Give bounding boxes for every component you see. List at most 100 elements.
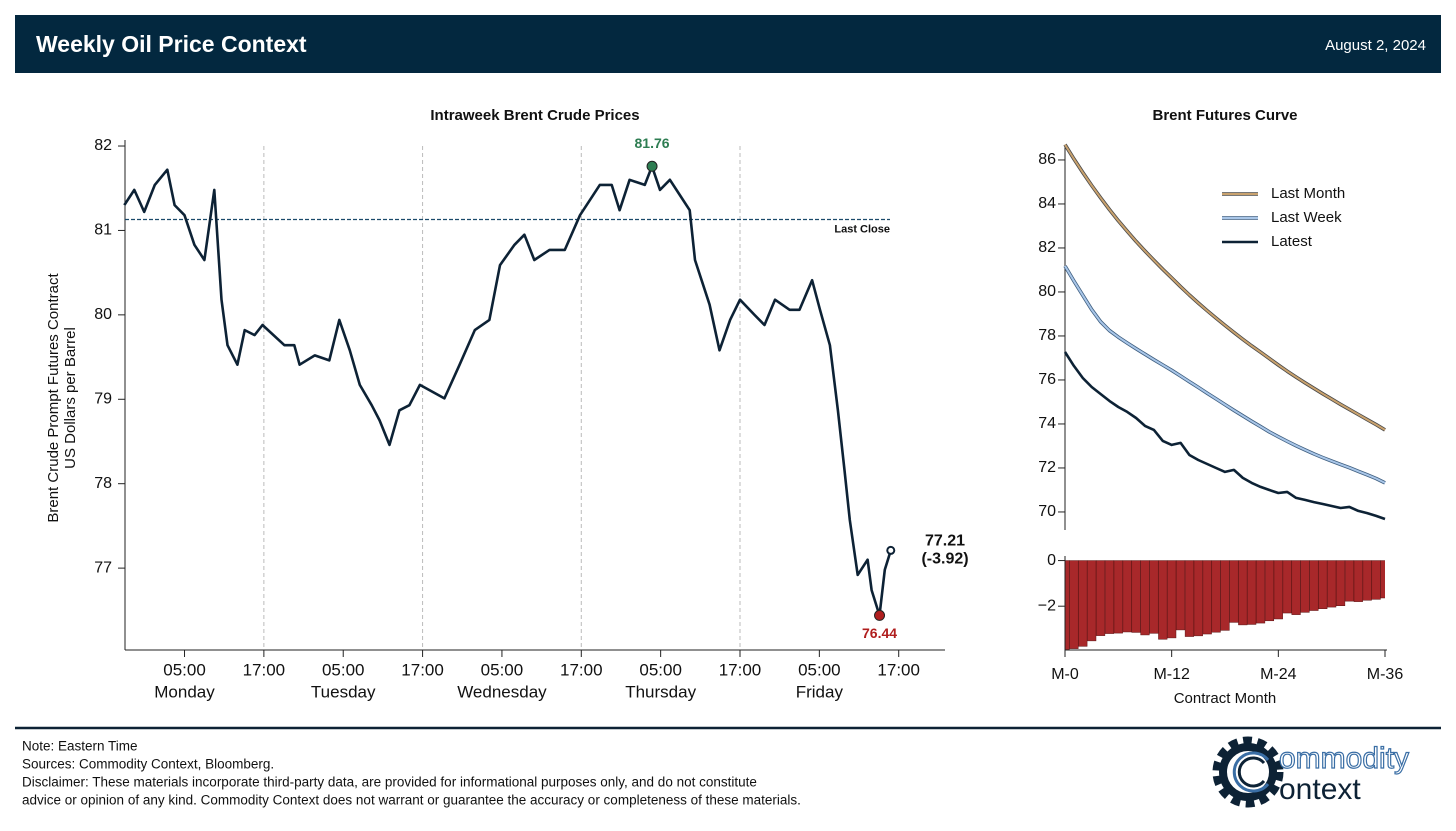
spread-bars — [1065, 560, 1385, 650]
spread-bar — [1069, 560, 1079, 649]
spread-bar — [1122, 560, 1132, 633]
y-tick-label: 84 — [1038, 195, 1056, 212]
spread-bar — [1282, 560, 1292, 614]
x-tick-label: 17:00 — [877, 660, 920, 679]
spread-bar — [1131, 560, 1141, 633]
x-tick-day: Friday — [796, 682, 844, 701]
curve-line — [1063, 351, 1386, 521]
x-tick-label: 17:00 — [719, 660, 762, 679]
x-tick-label: M-12 — [1153, 666, 1190, 683]
logo-c — [1237, 756, 1266, 788]
spread-bar — [1238, 560, 1248, 626]
y-tick-label: 80 — [94, 306, 112, 323]
y-axis-label: Brent Crude Prompt Futures Contract — [45, 273, 62, 523]
logo-text: ommodity — [1279, 742, 1409, 775]
max-label: 81.76 — [635, 135, 670, 151]
spread-bar — [1220, 560, 1230, 631]
x-tick-label: M-0 — [1051, 666, 1079, 683]
spread-bar — [1184, 560, 1195, 637]
logo-text: ontext — [1279, 773, 1361, 806]
y-tick-label: 81 — [94, 222, 112, 239]
spread-bar — [1158, 560, 1168, 640]
spread-bar — [1362, 560, 1372, 601]
y-tick-label: 72 — [1038, 459, 1056, 476]
spread-bar — [1327, 560, 1337, 608]
y-tick-label: 80 — [1038, 283, 1056, 300]
spread-bar — [1273, 560, 1283, 620]
header-bar — [15, 15, 1441, 73]
y-tick-label: 82 — [1038, 239, 1056, 256]
spread-bar — [1193, 560, 1203, 637]
y-tick-label: 82 — [94, 137, 112, 154]
spread-bar — [1211, 560, 1221, 633]
spread-bar — [1255, 560, 1266, 624]
date: August 2, 2024 — [1325, 37, 1426, 54]
x-tick-label: 05:00 — [322, 660, 365, 679]
legend-label: Last Month — [1271, 185, 1345, 202]
spread-bar — [1380, 560, 1385, 599]
max-marker — [646, 160, 658, 172]
note: Disclaimer: These materials incorporate … — [22, 775, 757, 790]
x-tick-label: 05:00 — [163, 660, 206, 679]
spread-bar — [1095, 560, 1106, 636]
spread-bar — [1175, 560, 1186, 631]
spread-bar — [1291, 560, 1301, 615]
min-marker — [874, 609, 886, 621]
y-tick-label: 70 — [1038, 503, 1056, 520]
x-tick-label: 05:00 — [481, 660, 524, 679]
page-title: Weekly Oil Price Context — [36, 31, 307, 57]
y-tick-label: 77 — [94, 559, 112, 576]
spread-bar — [1104, 560, 1115, 634]
x-tick-label: 05:00 — [639, 660, 682, 679]
note: advice or opinion of any kind. Commodity… — [22, 793, 801, 808]
note: Sources: Commodity Context, Bloomberg. — [22, 757, 274, 772]
y-axis-label: US Dollars per Barrel — [62, 327, 79, 469]
spread-bar — [1344, 560, 1355, 602]
chart-title: Brent Futures Curve — [1152, 107, 1297, 124]
spread-bar — [1140, 560, 1150, 636]
spread-bar — [1353, 560, 1363, 602]
spread-bar — [1247, 560, 1257, 625]
spread-bar — [1318, 560, 1328, 609]
reference-label: Last Close — [834, 223, 890, 235]
spread-bar — [1087, 560, 1097, 642]
spread-bar — [1371, 560, 1381, 600]
x-axis-label: Contract Month — [1174, 690, 1277, 707]
x-tick-label: 17:00 — [401, 660, 444, 679]
spread-bar — [1229, 560, 1239, 623]
y-tick-label: 78 — [1038, 327, 1056, 344]
legend-label: Last Week — [1271, 209, 1342, 226]
spread-bar — [1300, 560, 1310, 613]
spread-bar — [1078, 560, 1088, 647]
spread-bar — [1149, 560, 1159, 634]
x-tick-day: Tuesday — [311, 682, 376, 701]
spread-bar — [1264, 560, 1275, 622]
gear — [1219, 743, 1277, 801]
y-tick-label: 76 — [1038, 371, 1056, 388]
end-label: 77.21 — [925, 533, 965, 550]
y-tick-label: 78 — [94, 475, 112, 492]
logo-c — [1232, 751, 1270, 793]
end-marker — [886, 545, 896, 555]
spread-bar — [1202, 560, 1212, 635]
x-tick-day: Monday — [154, 682, 215, 701]
x-tick-label: M-36 — [1367, 666, 1404, 683]
chart-title: Intraweek Brent Crude Prices — [430, 107, 639, 124]
x-tick-label: 17:00 — [243, 660, 286, 679]
curve-edge — [1063, 265, 1386, 485]
end-change: (-3.92) — [921, 551, 968, 568]
y-tick-label: 74 — [1038, 415, 1056, 432]
spread-bar — [1167, 560, 1177, 639]
logo: ommodity ontext — [1212, 736, 1410, 808]
x-tick-label: 17:00 — [560, 660, 603, 679]
note: Note: Eastern Time — [22, 739, 138, 754]
x-tick-day: Thursday — [625, 682, 696, 701]
curve-line — [1064, 265, 1386, 484]
y-tick-label: 0 — [1047, 552, 1056, 569]
spread-bar — [1113, 560, 1123, 634]
price-line — [123, 165, 893, 617]
x-tick-label: M-24 — [1260, 666, 1297, 683]
y-tick-label: 79 — [94, 390, 112, 407]
curve-line — [1064, 144, 1386, 431]
